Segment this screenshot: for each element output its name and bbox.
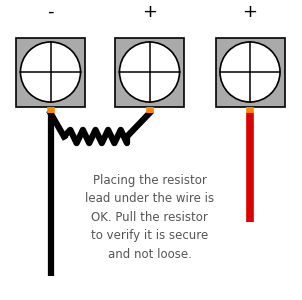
Circle shape	[21, 42, 81, 102]
Text: Placing the resistor
lead under the wire is
OK. Pull the resistor
to verify it i: Placing the resistor lead under the wire…	[85, 174, 214, 261]
Bar	[115, 38, 184, 106]
Text: -: -	[47, 3, 54, 21]
Circle shape	[120, 42, 179, 102]
Text: +: +	[142, 3, 157, 21]
Bar	[16, 38, 85, 106]
Circle shape	[220, 42, 280, 102]
Text: +: +	[243, 3, 258, 21]
Bar	[216, 38, 284, 106]
